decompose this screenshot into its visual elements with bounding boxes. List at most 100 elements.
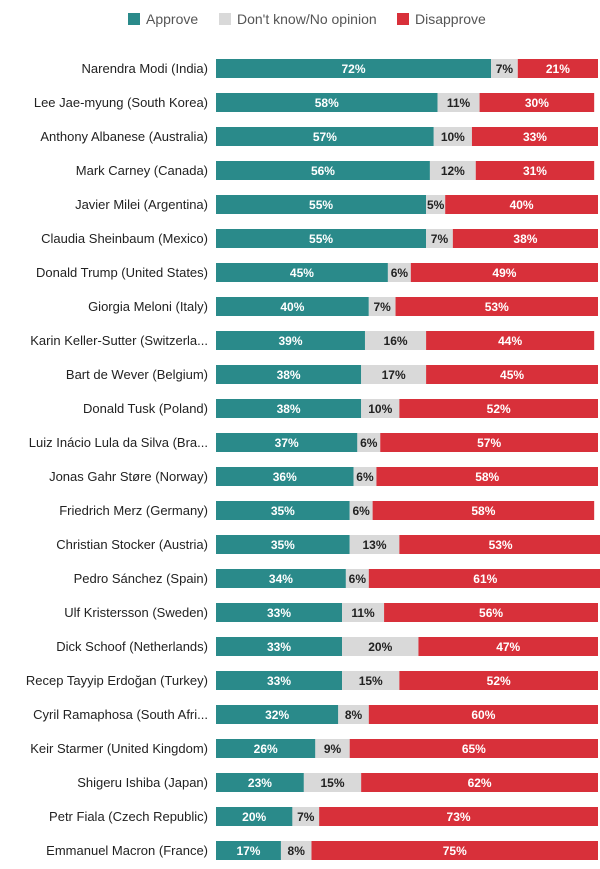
- value-label-disapprove: 33%: [523, 130, 547, 144]
- value-label-don-t-know-no-opinion: 6%: [349, 572, 367, 586]
- value-label-approve: 34%: [269, 572, 293, 586]
- bar-disapprove: [479, 93, 595, 112]
- bar-disapprove: [349, 739, 598, 758]
- bar-don-t-know-no-opinion: [342, 603, 385, 622]
- value-label-disapprove: 61%: [473, 572, 497, 586]
- bar-disapprove: [426, 331, 595, 350]
- bar-disapprove: [380, 433, 598, 452]
- legend-swatch-disapprove: [397, 13, 409, 25]
- value-label-approve: 45%: [290, 266, 314, 280]
- bar-disapprove: [311, 841, 598, 860]
- category-label: Friedrich Merz (Germany): [59, 503, 208, 518]
- value-label-disapprove: 75%: [443, 844, 467, 858]
- value-label-approve: 55%: [309, 198, 333, 212]
- bar-disapprove: [418, 637, 598, 656]
- bar-don-t-know-no-opinion: [349, 501, 373, 520]
- value-label-don-t-know-no-opinion: 13%: [363, 538, 387, 552]
- bar-don-t-know-no-opinion: [342, 637, 419, 656]
- bar-don-t-know-no-opinion: [349, 535, 400, 554]
- bar-approve: [216, 195, 427, 214]
- bar-don-t-know-no-opinion: [338, 705, 369, 724]
- bar-disapprove: [452, 229, 598, 248]
- value-label-disapprove: 53%: [489, 538, 513, 552]
- category-label: Mark Carney (Canada): [76, 163, 208, 178]
- value-label-disapprove: 38%: [513, 232, 537, 246]
- bar-approve: [216, 637, 343, 656]
- value-label-disapprove: 65%: [462, 742, 486, 756]
- value-label-don-t-know-no-opinion: 6%: [356, 470, 374, 484]
- value-label-approve: 26%: [254, 742, 278, 756]
- bar-approve: [216, 739, 316, 758]
- bar-don-t-know-no-opinion: [368, 297, 396, 316]
- category-label: Cyril Ramaphosa (South Afri...: [33, 707, 208, 722]
- legend-swatch-approve: [128, 13, 140, 25]
- value-label-approve: 35%: [271, 504, 295, 518]
- value-label-don-t-know-no-opinion: 15%: [359, 674, 383, 688]
- bar-disapprove: [399, 399, 598, 418]
- value-label-disapprove: 60%: [471, 708, 495, 722]
- bar-approve: [216, 773, 304, 792]
- category-label: Keir Starmer (United Kingdom): [30, 741, 208, 756]
- bar-disapprove: [426, 365, 598, 384]
- bar-disapprove: [395, 297, 598, 316]
- value-label-disapprove: 62%: [468, 776, 492, 790]
- value-label-disapprove: 31%: [523, 164, 547, 178]
- category-label: Luiz Inácio Lula da Silva (Bra...: [29, 435, 208, 450]
- value-label-approve: 72%: [342, 62, 366, 76]
- bar-disapprove: [384, 603, 598, 622]
- category-label: Jonas Gahr Støre (Norway): [49, 469, 208, 484]
- value-label-don-t-know-no-opinion: 7%: [373, 300, 391, 314]
- bar-disapprove: [372, 501, 595, 520]
- value-label-disapprove: 58%: [475, 470, 499, 484]
- value-label-disapprove: 30%: [525, 96, 549, 110]
- value-label-disapprove: 52%: [487, 674, 511, 688]
- bar-approve: [216, 297, 369, 316]
- bar-don-t-know-no-opinion: [364, 331, 427, 350]
- value-label-disapprove: 44%: [498, 334, 522, 348]
- value-label-approve: 33%: [267, 640, 291, 654]
- bar-don-t-know-no-opinion: [292, 807, 320, 826]
- legend: Approve Don't know/No opinion Disapprove: [128, 11, 486, 27]
- value-label-disapprove: 56%: [479, 606, 503, 620]
- category-label: Petr Fiala (Czech Republic): [49, 809, 208, 824]
- value-label-don-t-know-no-opinion: 7%: [496, 62, 514, 76]
- bar-approve: [216, 399, 362, 418]
- bar-don-t-know-no-opinion: [357, 433, 381, 452]
- value-label-don-t-know-no-opinion: 11%: [447, 96, 471, 110]
- legend-label-disapprove: Disapprove: [415, 11, 486, 27]
- value-label-approve: 55%: [309, 232, 333, 246]
- bar-don-t-know-no-opinion: [342, 671, 400, 690]
- bar-approve: [216, 841, 281, 860]
- category-label: Emmanuel Macron (France): [46, 843, 208, 858]
- bar-disapprove: [517, 59, 598, 78]
- bar-don-t-know-no-opinion: [361, 399, 400, 418]
- value-label-don-t-know-no-opinion: 10%: [441, 130, 465, 144]
- value-label-approve: 20%: [242, 810, 266, 824]
- bar-disapprove: [368, 705, 598, 724]
- category-label: Donald Tusk (Poland): [83, 401, 208, 416]
- category-label: Ulf Kristersson (Sweden): [64, 605, 208, 620]
- value-label-approve: 37%: [275, 436, 299, 450]
- value-label-don-t-know-no-opinion: 9%: [324, 742, 342, 756]
- category-label: Giorgia Meloni (Italy): [88, 299, 208, 314]
- bar-approve: [216, 807, 293, 826]
- bar-disapprove: [399, 671, 598, 690]
- value-label-approve: 35%: [271, 538, 295, 552]
- bar-don-t-know-no-opinion: [491, 59, 518, 78]
- category-label: Bart de Wever (Belgium): [66, 367, 208, 382]
- category-label: Claudia Sheinbaum (Mexico): [41, 231, 208, 246]
- value-label-don-t-know-no-opinion: 12%: [441, 164, 465, 178]
- bar-don-t-know-no-opinion: [345, 569, 369, 588]
- value-label-approve: 33%: [267, 674, 291, 688]
- value-labels: 72% 7% 21% 58% 11% 30% 57% 10% 33% 56% 12% 31% 55% 5%…: [236, 62, 570, 858]
- category-label: Lee Jae-myung (South Korea): [34, 95, 208, 110]
- bar-don-t-know-no-opinion: [426, 195, 446, 214]
- value-label-approve: 58%: [315, 96, 339, 110]
- bar-approve: [216, 467, 354, 486]
- bar-don-t-know-no-opinion: [426, 229, 453, 248]
- category-labels: Narendra Modi (India) Lee Jae-myung (Sout…: [26, 61, 208, 858]
- value-label-approve: 57%: [313, 130, 337, 144]
- value-label-disapprove: 21%: [546, 62, 570, 76]
- value-label-don-t-know-no-opinion: 5%: [427, 198, 445, 212]
